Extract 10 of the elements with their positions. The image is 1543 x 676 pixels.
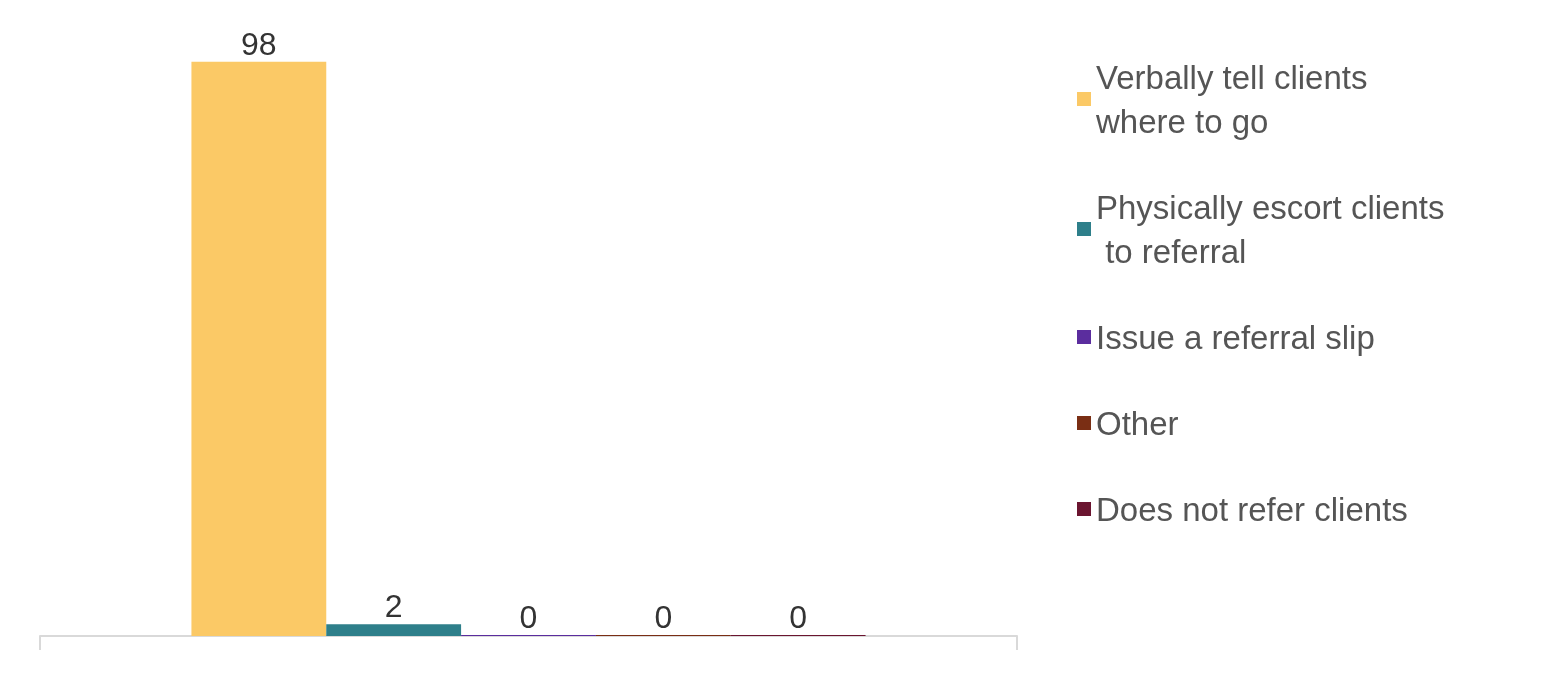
data-label: 98 [241, 25, 277, 62]
legend-label: Verbally tell clients where to go [1095, 58, 1377, 140]
legend-label: Issue a referral slip [1096, 318, 1375, 356]
data-label: 0 [789, 599, 808, 635]
legend-label: Does not refer clients [1096, 490, 1408, 528]
data-label: 0 [519, 599, 538, 635]
data-label: 2 [384, 588, 403, 625]
data-label: 0 [654, 599, 673, 635]
legend-label: Physically escort clients to referral [1096, 188, 1445, 270]
legend-label: Other [1096, 404, 1179, 442]
